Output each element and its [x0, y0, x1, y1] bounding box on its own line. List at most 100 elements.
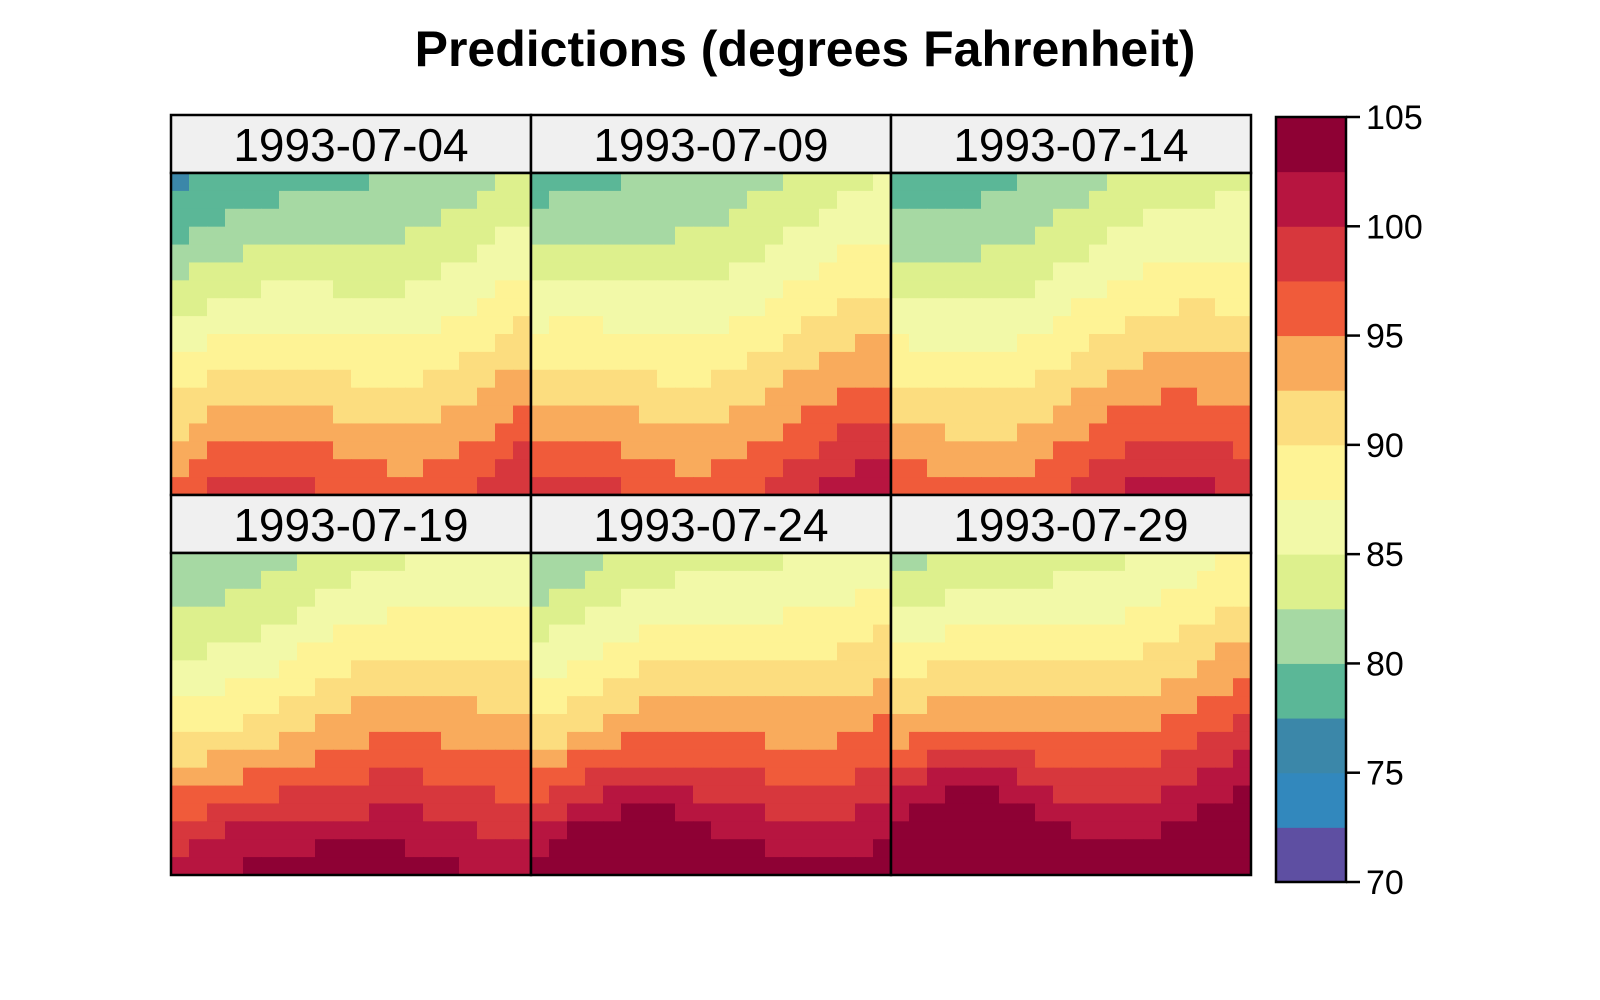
- heatmap-cell: [1089, 785, 1108, 805]
- heatmap-cell: [747, 553, 766, 572]
- heatmap-cell: [351, 226, 370, 246]
- heatmap-cell: [261, 642, 280, 661]
- heatmap-cell: [999, 606, 1018, 626]
- heatmap-cell: [783, 714, 802, 733]
- heatmap-cell: [513, 731, 532, 751]
- heatmap-cell: [1197, 405, 1216, 425]
- heatmap-cell: [801, 423, 820, 442]
- heatmap-cell: [1179, 821, 1198, 840]
- heatmap-cell: [387, 660, 406, 679]
- heatmap-cell: [945, 441, 964, 460]
- heatmap-cell: [297, 660, 316, 679]
- heatmap-cell: [1161, 749, 1180, 769]
- heatmap-cell: [1233, 839, 1252, 858]
- heatmap-cell: [171, 459, 190, 478]
- heatmap-cell: [981, 316, 1000, 335]
- heatmap-cell: [189, 298, 208, 317]
- heatmap-cell: [981, 731, 1000, 751]
- heatmap-cell: [441, 369, 460, 389]
- heatmap-cell: [999, 642, 1018, 661]
- heatmap-cell: [459, 767, 478, 787]
- heatmap-cell: [549, 351, 568, 371]
- heatmap-cell: [819, 369, 838, 389]
- heatmap-cell: [387, 606, 406, 626]
- heatmap-cell: [945, 731, 964, 751]
- heatmap-cell: [837, 606, 856, 626]
- heatmap-cell: [621, 298, 640, 317]
- heatmap-cell: [243, 767, 262, 787]
- heatmap-cell: [1197, 208, 1216, 228]
- heatmap-cell: [459, 749, 478, 769]
- heatmap-cell: [1071, 624, 1090, 644]
- heatmap-cell: [1125, 423, 1144, 442]
- heatmap-cell: [171, 316, 190, 335]
- heatmap-cell: [1107, 642, 1126, 661]
- heatmap-cell: [387, 226, 406, 246]
- heatmap-cell: [1179, 441, 1198, 460]
- heatmap-cell: [333, 767, 352, 787]
- heatmap-cell: [837, 405, 856, 425]
- heatmap-cell: [441, 553, 460, 572]
- heatmap-cell: [549, 678, 568, 697]
- heatmap-cell: [675, 459, 694, 478]
- heatmap-cell: [945, 369, 964, 389]
- heatmap-cell: [225, 316, 244, 335]
- heatmap-cell: [189, 190, 208, 210]
- heatmap-cell: [585, 208, 604, 228]
- heatmap-cell: [819, 173, 838, 192]
- heatmap-cell: [171, 298, 190, 317]
- heatmap-cell: [333, 405, 352, 425]
- heatmap-cell: [765, 262, 784, 281]
- heatmap-cell: [207, 441, 226, 460]
- heatmap-cell: [243, 351, 262, 371]
- heatmap-cell: [387, 857, 406, 876]
- heatmap-cell: [459, 334, 478, 353]
- heatmap-cell: [1035, 423, 1054, 442]
- heatmap-cell: [441, 696, 460, 715]
- heatmap-cell: [747, 642, 766, 661]
- heatmap-cell: [909, 280, 928, 299]
- heatmap-cell: [711, 821, 730, 840]
- heatmap-cell: [225, 369, 244, 389]
- heatmap-cell: [603, 208, 622, 228]
- heatmap-cell: [873, 588, 892, 608]
- heatmap-cell: [999, 316, 1018, 335]
- heatmap-cell: [657, 678, 676, 697]
- heatmap-cell: [963, 190, 982, 210]
- heatmap-cell: [963, 714, 982, 733]
- heatmap-cell: [765, 405, 784, 425]
- heatmap-cell: [801, 606, 820, 626]
- heatmap-cell: [765, 642, 784, 661]
- heatmap-cell: [1161, 731, 1180, 751]
- heatmap-cell: [549, 244, 568, 264]
- heatmap-cell: [225, 190, 244, 210]
- heatmap-cell: [1071, 208, 1090, 228]
- heatmap-cell: [333, 785, 352, 805]
- heatmap-cell: [927, 441, 946, 460]
- heatmap-cell: [765, 244, 784, 264]
- heatmap-cell: [189, 588, 208, 608]
- heatmap-cell: [1161, 441, 1180, 460]
- heatmap-cell: [927, 244, 946, 264]
- heatmap-cell: [909, 821, 928, 840]
- heatmap-cell: [639, 696, 658, 715]
- heatmap-cell: [441, 857, 460, 876]
- heatmap-cell: [1017, 477, 1036, 496]
- heatmap-cell: [891, 642, 910, 661]
- heatmap-cell: [693, 173, 712, 192]
- colorbar-swatch: [1276, 117, 1346, 173]
- heatmap-cell: [1143, 423, 1162, 442]
- heatmap-cell: [765, 208, 784, 228]
- heatmap-cell: [243, 262, 262, 281]
- heatmap-cell: [477, 570, 496, 590]
- heatmap-cell: [819, 785, 838, 805]
- heatmap-cell: [333, 369, 352, 389]
- heatmap-cell: [585, 731, 604, 751]
- heatmap-cell: [171, 803, 190, 822]
- heatmap-cell: [783, 244, 802, 264]
- heatmap-cell: [837, 857, 856, 876]
- heatmap-cell: [1143, 785, 1162, 805]
- heatmap-cell: [1197, 731, 1216, 751]
- heatmap-cell: [495, 441, 514, 460]
- heatmap-cell: [909, 316, 928, 335]
